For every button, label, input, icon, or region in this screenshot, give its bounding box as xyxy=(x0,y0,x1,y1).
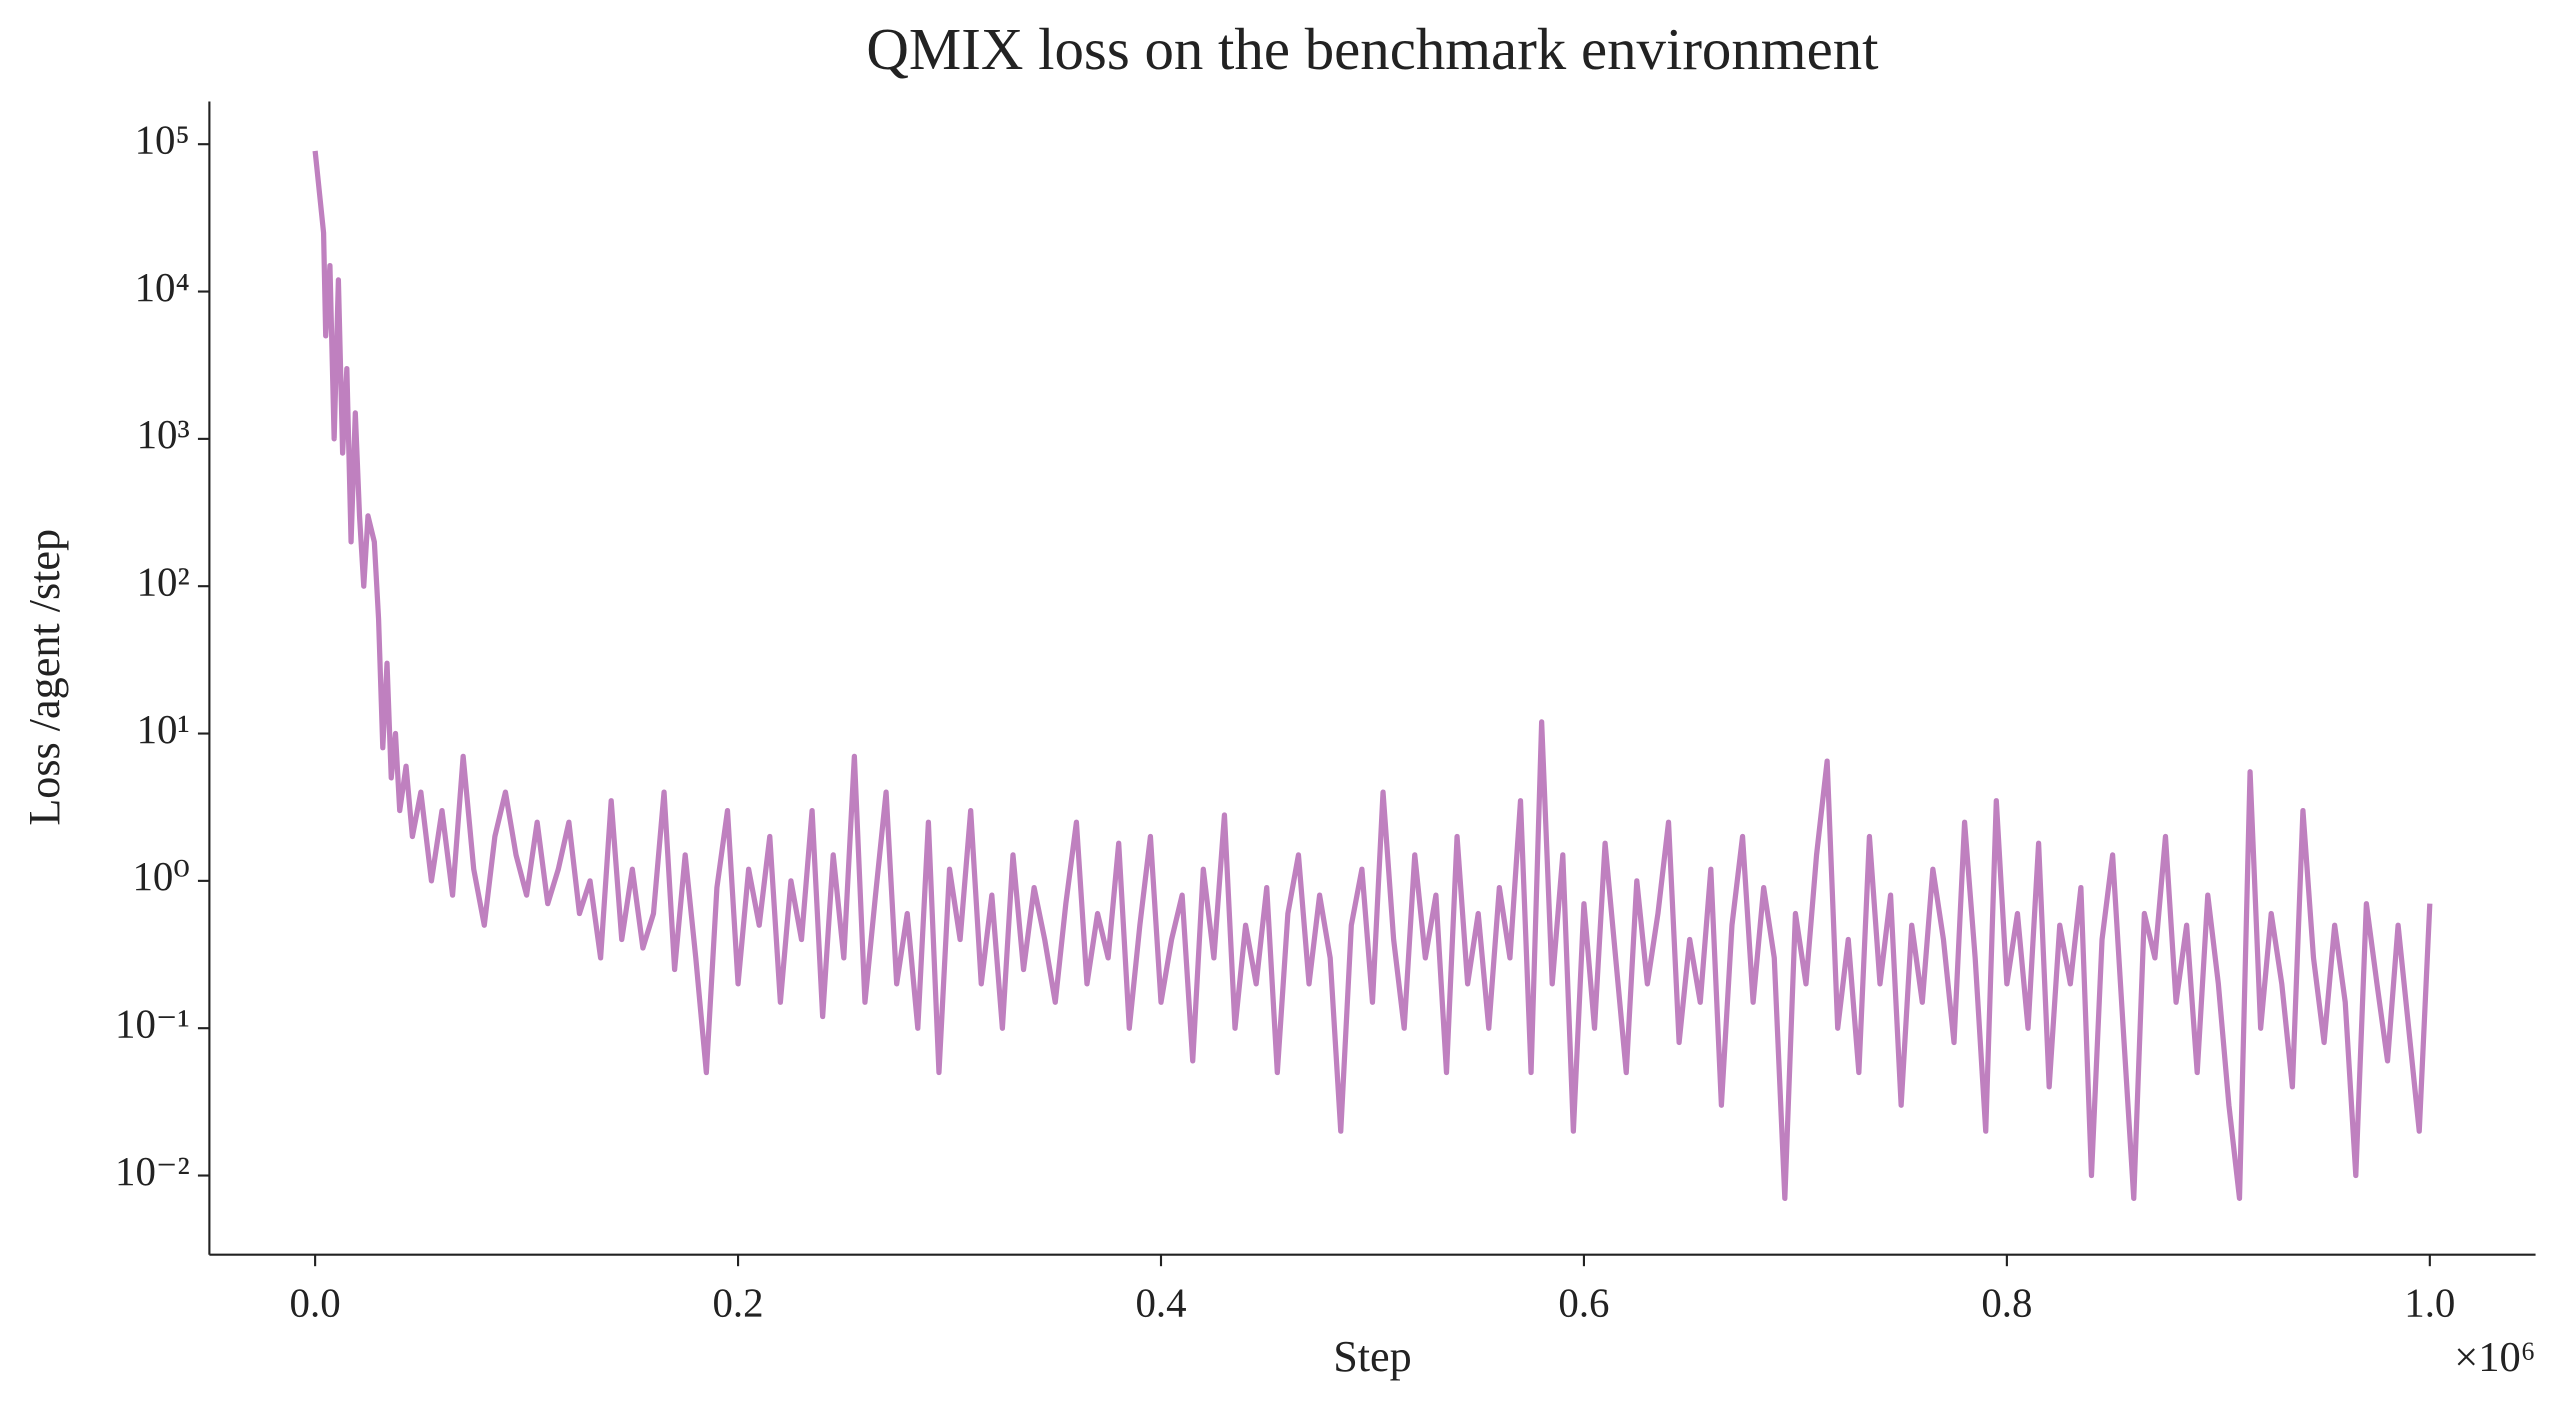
x-tick-label: 0.2 xyxy=(713,1280,764,1325)
x-axis-label: Step xyxy=(1333,1332,1412,1381)
y-tick-label: 10⁴ xyxy=(135,265,190,310)
x-tick-label: 0.0 xyxy=(290,1280,341,1325)
y-axis-label: Loss /agent /step xyxy=(20,529,69,826)
x-tick-label: 1.0 xyxy=(2404,1280,2455,1325)
y-tick-label: 10⁻¹ xyxy=(115,1002,190,1047)
y-tick-label: 10⁵ xyxy=(135,118,190,163)
loss-line xyxy=(312,150,2433,1201)
x-tick-label: 0.6 xyxy=(1558,1280,1609,1325)
y-tick-label: 10¹ xyxy=(137,707,190,752)
chart-title: QMIX loss on the benchmark environment xyxy=(866,17,1879,82)
y-tick-label: 10⁻² xyxy=(115,1149,190,1194)
y-tick-label: 10³ xyxy=(137,412,190,457)
y-tick-label: 10² xyxy=(137,560,190,605)
x-tick-label: 0.8 xyxy=(1981,1280,2032,1325)
x-tick-label: 0.4 xyxy=(1135,1280,1186,1325)
x-offset-label: ×10⁶ xyxy=(2454,1334,2535,1381)
y-tick-label: 10⁰ xyxy=(132,854,189,899)
